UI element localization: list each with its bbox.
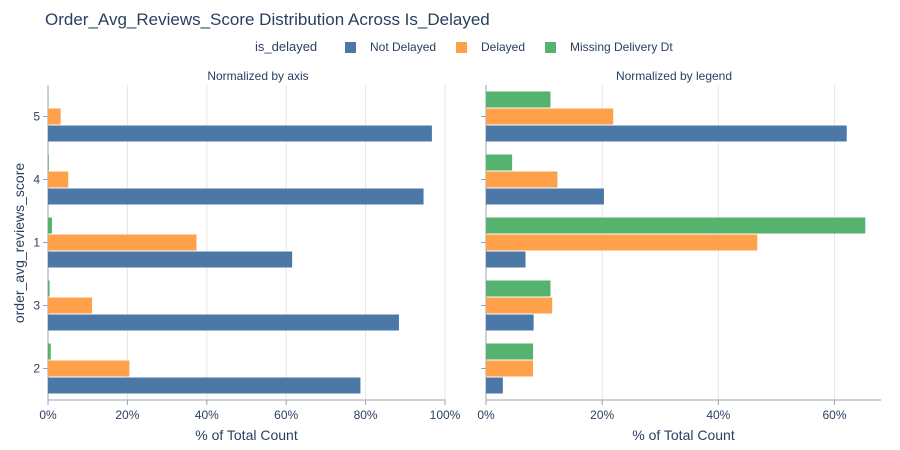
bar-delayed-1[interactable] xyxy=(48,234,197,251)
x-tick-label: 20% xyxy=(115,408,139,422)
panel-normalized-by-legend: Normalized by legend 0% 20% 40% 60% % of Tota… xyxy=(477,69,881,443)
bar-missing-delivery-dt-5[interactable] xyxy=(486,91,551,108)
panel-subtitle: Normalized by axis xyxy=(207,69,308,83)
bar-missing-delivery-dt-1[interactable] xyxy=(48,217,52,234)
bar-not-delayed-3[interactable] xyxy=(486,314,534,331)
legend-swatch xyxy=(456,42,467,53)
bar-not-delayed-4[interactable] xyxy=(486,188,604,205)
legend: is_delayed Not Delayed Delayed Missing Del… xyxy=(255,39,673,54)
legend-label: Not Delayed xyxy=(370,40,436,54)
bar-missing-delivery-dt-3[interactable] xyxy=(48,280,50,297)
bar-missing-delivery-dt-4[interactable] xyxy=(48,154,49,171)
panel-subtitle: Normalized by legend xyxy=(616,69,732,83)
bar-not-delayed-5[interactable] xyxy=(48,125,432,142)
y-axis-label: order_avg_reviews_score xyxy=(11,163,27,324)
bar-missing-delivery-dt-3[interactable] xyxy=(486,280,551,297)
legend-title: is_delayed xyxy=(255,39,317,54)
bar-delayed-1[interactable] xyxy=(486,234,758,251)
bar-delayed-2[interactable] xyxy=(48,360,130,377)
legend-swatch xyxy=(545,42,556,53)
legend-item-not-delayed[interactable]: Not Delayed xyxy=(345,40,436,54)
x-tick-label: 60% xyxy=(274,408,298,422)
bar-not-delayed-1[interactable] xyxy=(486,251,526,268)
x-tick-label: 40% xyxy=(706,408,730,422)
bar-not-delayed-2[interactable] xyxy=(486,377,503,394)
legend-label: Delayed xyxy=(481,40,525,54)
y-tick-label: 4 xyxy=(33,173,40,187)
bar-delayed-4[interactable] xyxy=(486,171,558,188)
bar-not-delayed-5[interactable] xyxy=(486,125,847,142)
bar-not-delayed-3[interactable] xyxy=(48,314,399,331)
bar-delayed-4[interactable] xyxy=(48,171,69,188)
legend-item-delayed[interactable]: Delayed xyxy=(456,40,525,54)
x-tick-label: 0% xyxy=(477,408,495,422)
bar-missing-delivery-dt-1[interactable] xyxy=(486,217,866,234)
legend-label: Missing Delivery Dt xyxy=(570,40,673,54)
bar-delayed-5[interactable] xyxy=(486,108,614,125)
bar-delayed-2[interactable] xyxy=(486,360,534,377)
y-tick-label: 2 xyxy=(33,362,40,376)
bar-delayed-3[interactable] xyxy=(48,297,93,314)
x-tick-label: 100% xyxy=(430,408,461,422)
bar-not-delayed-4[interactable] xyxy=(48,188,424,205)
x-tick-label: 80% xyxy=(354,408,378,422)
x-axis-label: % of Total Count xyxy=(195,427,298,443)
y-tick-label: 5 xyxy=(33,110,40,124)
x-tick-label: 20% xyxy=(590,408,614,422)
chart-title: Order_Avg_Reviews_Score Distribution Acr… xyxy=(45,10,490,29)
bar-missing-delivery-dt-2[interactable] xyxy=(486,343,534,360)
y-tick-label: 1 xyxy=(33,236,40,250)
bar-missing-delivery-dt-4[interactable] xyxy=(486,154,513,171)
bar-missing-delivery-dt-2[interactable] xyxy=(48,343,51,360)
x-tick-label: 0% xyxy=(39,408,57,422)
bar-not-delayed-2[interactable] xyxy=(48,377,361,394)
panel-normalized-by-axis: Normalized by axis 0% 20% 40% 60% 80% 100% % of… xyxy=(33,69,460,443)
legend-swatch xyxy=(345,42,356,53)
bar-not-delayed-1[interactable] xyxy=(48,251,293,268)
y-tick-label: 3 xyxy=(33,299,40,313)
bar-delayed-3[interactable] xyxy=(486,297,553,314)
x-tick-label: 40% xyxy=(195,408,219,422)
x-tick-label: 60% xyxy=(823,408,847,422)
x-axis-label: % of Total Count xyxy=(632,427,735,443)
legend-item-missing-delivery-dt[interactable]: Missing Delivery Dt xyxy=(545,40,673,54)
bar-delayed-5[interactable] xyxy=(48,108,61,125)
